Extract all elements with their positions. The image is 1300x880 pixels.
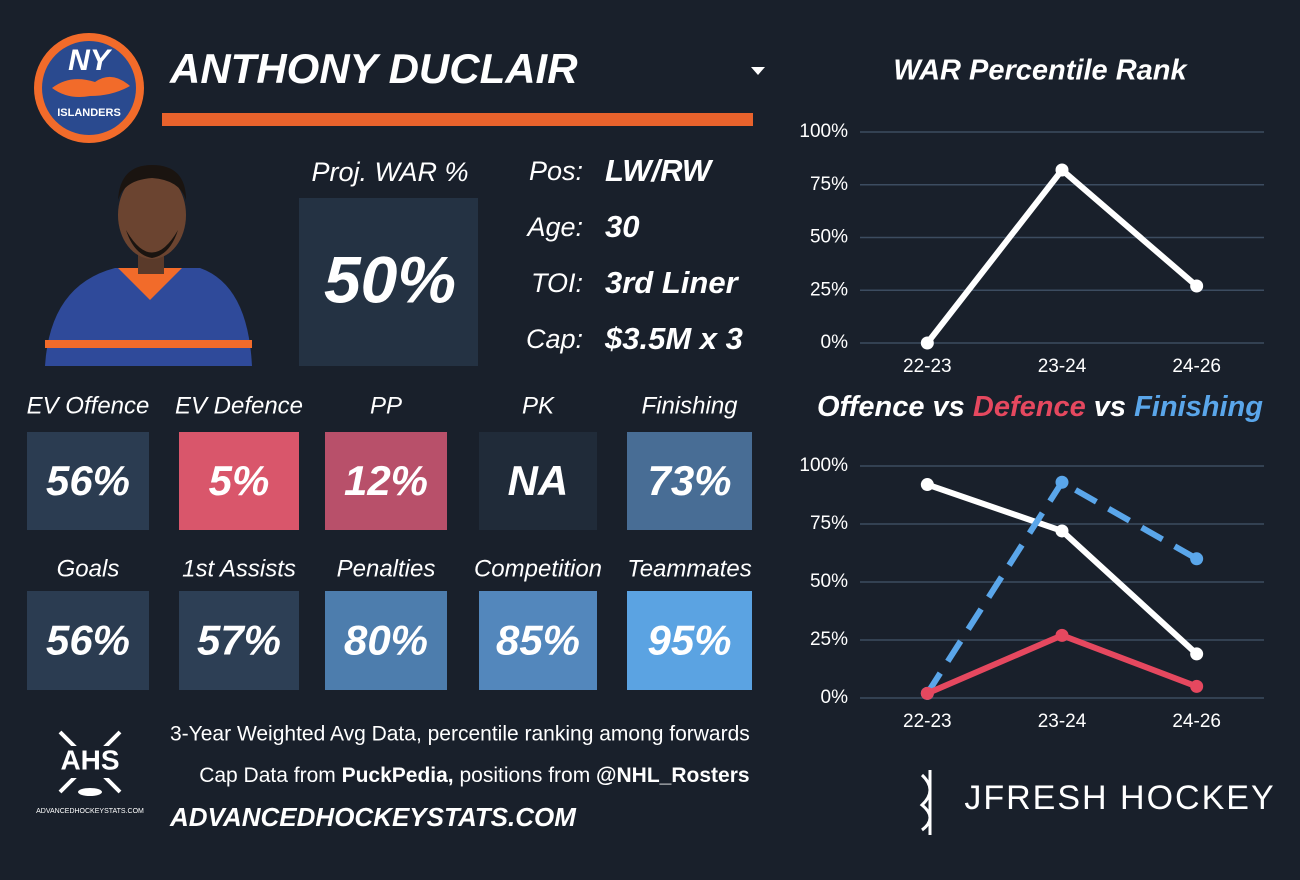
tile xyxy=(627,591,752,690)
data-point xyxy=(1055,524,1069,538)
tile-value: 95% xyxy=(647,617,731,664)
player-name: ANTHONY DUCLAIR xyxy=(169,45,578,92)
projection-box xyxy=(299,198,478,366)
footer-note: 3-Year Weighted Avg Data, percentile ran… xyxy=(170,723,750,746)
x-tick-label: 22-23 xyxy=(903,711,952,732)
chart-title: WAR Percentile Rank xyxy=(893,55,1188,87)
data-point xyxy=(1055,628,1069,642)
logo-island xyxy=(52,76,130,97)
info-label: Pos: xyxy=(529,156,583,186)
projection-value: 50% xyxy=(324,242,456,316)
y-tick-label: 25% xyxy=(810,629,848,650)
ahs-logo-text: AHS xyxy=(60,744,119,775)
tile xyxy=(27,591,149,690)
data-point xyxy=(920,686,934,700)
tile-value: 57% xyxy=(197,617,281,664)
tile xyxy=(627,432,752,530)
tile-value: 85% xyxy=(496,617,580,664)
y-tick-label: 100% xyxy=(799,121,848,142)
chart-title-part: vs xyxy=(1094,391,1126,423)
logo-text: NY xyxy=(68,44,113,77)
tile-label: PK xyxy=(522,392,555,419)
tile xyxy=(27,432,149,530)
projection-label: Proj. WAR % xyxy=(311,157,468,187)
y-tick-label: 100% xyxy=(799,455,848,476)
chart-title: Offence vs Defence vs Finishing xyxy=(817,391,1263,423)
tile-value: 12% xyxy=(344,457,428,504)
tile-label: EV Defence xyxy=(175,392,303,419)
info-label: Cap: xyxy=(526,324,583,354)
brand-name: JFRESH HOCKEY xyxy=(964,779,1275,817)
x-tick-label: 22-23 xyxy=(903,356,952,377)
player-photo xyxy=(45,165,252,366)
data-point xyxy=(1190,679,1204,693)
y-tick-label: 50% xyxy=(810,227,848,248)
data-point xyxy=(1055,475,1069,489)
x-tick-label: 23-24 xyxy=(1038,711,1087,732)
tile-label: Competition xyxy=(474,555,602,582)
x-tick-label: 23-24 xyxy=(1038,356,1087,377)
footer-text: Cap Data from xyxy=(199,764,341,787)
tile-value: 5% xyxy=(209,457,270,504)
chart-title-part: Finishing xyxy=(1134,391,1263,423)
tile xyxy=(479,432,597,530)
data-point xyxy=(1190,279,1204,293)
tile-label: Penalties xyxy=(337,555,436,582)
tile xyxy=(325,591,447,690)
tile xyxy=(479,591,597,690)
footer-source: PuckPedia, xyxy=(342,764,454,787)
y-tick-label: 75% xyxy=(810,513,848,534)
tile xyxy=(325,432,447,530)
y-tick-label: 50% xyxy=(810,571,848,592)
data-point xyxy=(1190,552,1204,566)
logo-caption: ISLANDERS xyxy=(57,107,121,119)
info-value: 30 xyxy=(605,209,639,244)
footer-sources: Cap Data from PuckPedia, positions from … xyxy=(170,764,767,787)
y-tick-label: 25% xyxy=(810,279,848,300)
chart-title-part: vs xyxy=(933,391,965,423)
footer-source: @NHL_Rosters xyxy=(596,764,750,787)
tile-value: 56% xyxy=(46,457,130,504)
tile-label: PP xyxy=(370,392,402,419)
footer-site: ADVANCEDHOCKEYSTATS.COM xyxy=(169,802,577,832)
data-point xyxy=(920,478,934,492)
info-label: Age: xyxy=(525,212,583,242)
tile-label: Goals xyxy=(57,555,120,582)
y-tick-label: 0% xyxy=(821,687,849,708)
brand-icon xyxy=(919,770,932,835)
tile-label: Finishing xyxy=(641,392,738,419)
chart-title-part: Defence xyxy=(973,391,1086,423)
info-value: 3rd Liner xyxy=(605,265,740,300)
tile-label: EV Offence xyxy=(27,392,150,419)
dropdown-arrow[interactable] xyxy=(751,67,765,75)
tile xyxy=(179,432,299,530)
data-point xyxy=(1055,163,1069,177)
data-point xyxy=(920,336,934,350)
name-underline xyxy=(162,113,753,126)
y-tick-label: 0% xyxy=(821,332,849,353)
tile-label: 1st Assists xyxy=(182,555,296,582)
tile-label: Teammates xyxy=(627,555,752,582)
tile-value: NA xyxy=(508,457,569,504)
tile-value: 80% xyxy=(344,617,428,664)
info-value: LW/RW xyxy=(605,153,714,188)
y-tick-label: 75% xyxy=(810,174,848,195)
footer-text: positions from xyxy=(454,764,596,787)
info-label: TOI: xyxy=(531,268,583,298)
ahs-logo-caption: ADVANCEDHOCKEYSTATS.COM xyxy=(36,808,144,815)
info-value: $3.5M x 3 xyxy=(604,321,743,356)
x-tick-label: 24-26 xyxy=(1172,356,1221,377)
data-point xyxy=(1190,647,1204,661)
x-tick-label: 24-26 xyxy=(1172,711,1221,732)
tile-value: 56% xyxy=(46,617,130,664)
chart-title-part: Offence xyxy=(817,391,924,423)
tile xyxy=(179,591,299,690)
ahs-logo xyxy=(58,730,122,796)
tile-value: 73% xyxy=(647,457,731,504)
